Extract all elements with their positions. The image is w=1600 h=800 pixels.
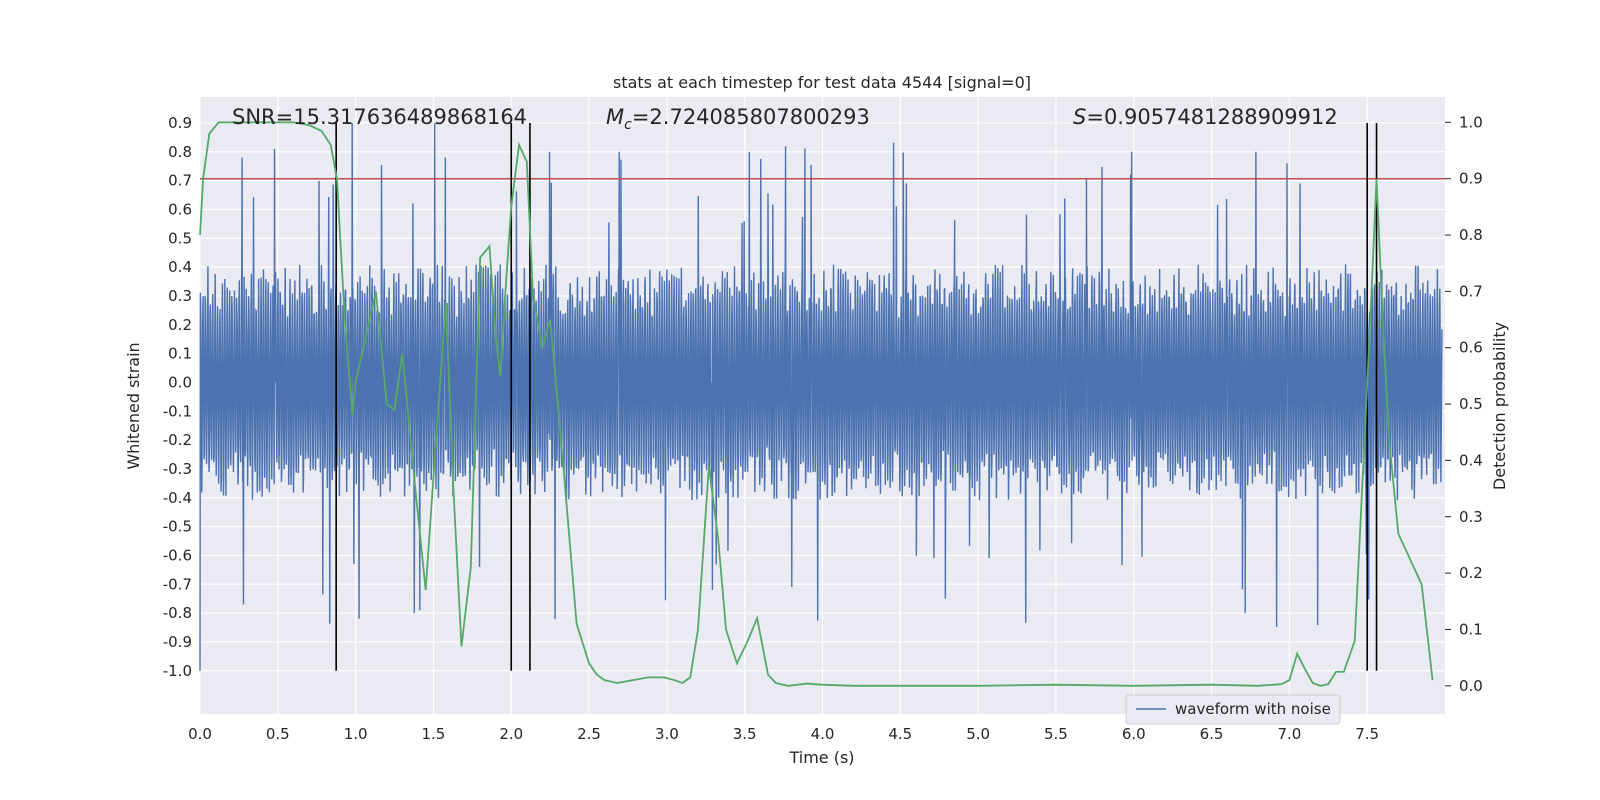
- y-left-tick-label: 0.0: [168, 373, 192, 391]
- chart-title: stats at each timestep for test data 454…: [613, 73, 1031, 92]
- y-axis-right-label: Detection probability: [1490, 322, 1509, 490]
- y-right-tick-label: 0.2: [1459, 564, 1483, 582]
- y-left-tick-label: -0.5: [163, 518, 192, 536]
- y-axis-left-label: Whitened strain: [124, 342, 143, 469]
- y-right-tick-label: 0.8: [1459, 226, 1483, 244]
- x-tick-label: 1.5: [422, 725, 446, 743]
- x-tick-label: 0.0: [188, 725, 212, 743]
- y-left-tick-label: -0.3: [163, 460, 192, 478]
- chirp-mass-annotation: Mc=2.724085807800293: [606, 105, 870, 133]
- x-tick-label: 1.0: [344, 725, 368, 743]
- y-right-tick-label: 0.1: [1459, 620, 1483, 638]
- y-left-tick-label: -0.2: [163, 431, 192, 449]
- probability-series: [199, 121, 1434, 687]
- y-left-tick-label: 0.6: [168, 200, 192, 218]
- y-left-tick-label: -0.6: [163, 546, 192, 564]
- x-tick-label: 7.5: [1355, 725, 1379, 743]
- x-tick-label: 3.0: [655, 725, 679, 743]
- y-right-tick-label: 0.5: [1459, 395, 1483, 413]
- s-annotation: S=0.9057481288909912: [1073, 105, 1338, 129]
- detection-probability-line: [199, 121, 1434, 687]
- waveform-series: [199, 122, 1443, 671]
- y-left-tick-label: 0.4: [168, 258, 192, 276]
- y-left-tick-label: 0.8: [168, 143, 192, 161]
- y-left-tick-label: 0.7: [168, 172, 192, 190]
- snr-annotation: SNR=15.317636489868164: [232, 105, 527, 129]
- x-tick-label: 0.5: [266, 725, 290, 743]
- y-axis-right: 1.0 0.9 0.8 0.7 0.6 0.5 0.4 0.3 0.2 0.1 0.0: [1445, 113, 1483, 695]
- y-left-tick-label: 0.5: [168, 229, 192, 247]
- waveform-line: [199, 122, 1443, 671]
- s-symbol: S: [1073, 105, 1086, 129]
- y-right-tick-label: 0.6: [1459, 339, 1483, 357]
- legend-label: waveform with noise: [1175, 700, 1331, 718]
- y-left-tick-label: -0.4: [163, 489, 192, 507]
- chirp-mass-value: =2.724085807800293: [632, 105, 870, 129]
- x-tick-label: 7.0: [1277, 725, 1301, 743]
- y-left-tick-label: 0.1: [168, 345, 192, 363]
- x-tick-label: 4.5: [888, 725, 912, 743]
- s-value: =0.9057481288909912: [1086, 105, 1337, 129]
- y-left-tick-label: 0.3: [168, 287, 192, 305]
- y-right-tick-label: 0.4: [1459, 451, 1483, 469]
- x-tick-label: 5.5: [1044, 725, 1068, 743]
- y-right-tick-label: 0.3: [1459, 508, 1483, 526]
- x-tick-label: 6.5: [1200, 725, 1224, 743]
- y-left-tick-label: -0.9: [163, 633, 192, 651]
- y-left-tick-label: -0.8: [163, 604, 192, 622]
- x-tick-label: 4.0: [811, 725, 835, 743]
- y-right-tick-label: 0.0: [1459, 677, 1483, 695]
- legend: waveform with noise: [1125, 694, 1341, 725]
- chirp-mass-symbol: M: [606, 105, 624, 129]
- x-tick-label: 2.0: [499, 725, 523, 743]
- x-tick-label: 6.0: [1122, 725, 1146, 743]
- x-tick-label: 2.5: [577, 725, 601, 743]
- y-left-tick-label: 0.2: [168, 316, 192, 334]
- y-right-tick-label: 0.7: [1459, 282, 1483, 300]
- x-axis: 0.0 0.5 1.0 1.5 2.0 2.5 3.0 3.5 4.0 4.5 5.0 5.5 6.0 6…: [188, 725, 1379, 743]
- y-left-tick-label: -0.7: [163, 575, 192, 593]
- y-right-tick-label: 0.9: [1459, 170, 1483, 188]
- y-axis-left: 0.9 0.8 0.7 0.6 0.5 0.4 0.3 0.2 0.1 0.0 -0.1 -0.2 -0…: [163, 114, 192, 680]
- x-tick-label: 3.5: [733, 725, 757, 743]
- chirp-mass-subscript: c: [624, 117, 632, 133]
- y-left-tick-label: 0.9: [168, 114, 192, 132]
- y-right-tick-label: 1.0: [1459, 113, 1483, 131]
- x-axis-label: Time (s): [788, 748, 854, 767]
- x-tick-label: 5.0: [966, 725, 990, 743]
- y-left-tick-label: -0.1: [163, 402, 192, 420]
- y-left-tick-label: -1.0: [163, 662, 192, 680]
- legend-box: [1125, 694, 1341, 725]
